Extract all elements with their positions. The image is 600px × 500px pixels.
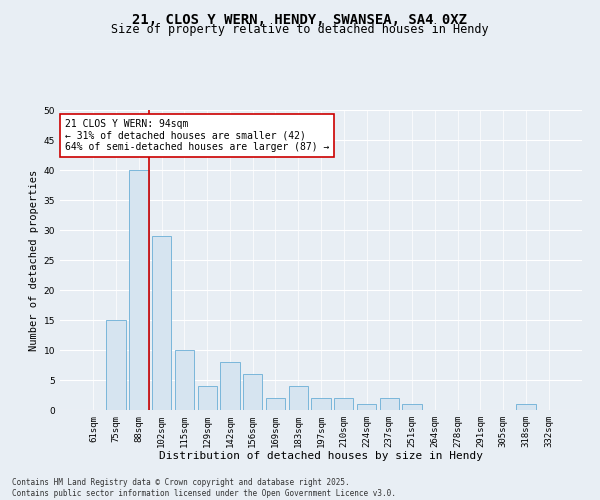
Bar: [289, 386, 308, 410]
Bar: [266, 398, 285, 410]
Text: Size of property relative to detached houses in Hendy: Size of property relative to detached ho…: [111, 24, 489, 36]
Bar: [220, 362, 239, 410]
Bar: [243, 374, 262, 410]
Bar: [175, 350, 194, 410]
Bar: [152, 236, 172, 410]
Bar: [129, 170, 149, 410]
Text: Contains HM Land Registry data © Crown copyright and database right 2025.
Contai: Contains HM Land Registry data © Crown c…: [12, 478, 396, 498]
Bar: [106, 320, 126, 410]
Bar: [516, 404, 536, 410]
Y-axis label: Number of detached properties: Number of detached properties: [29, 170, 40, 350]
Text: 21 CLOS Y WERN: 94sqm
← 31% of detached houses are smaller (42)
64% of semi-deta: 21 CLOS Y WERN: 94sqm ← 31% of detached …: [65, 119, 329, 152]
Bar: [380, 398, 399, 410]
Bar: [311, 398, 331, 410]
Text: 21, CLOS Y WERN, HENDY, SWANSEA, SA4 0XZ: 21, CLOS Y WERN, HENDY, SWANSEA, SA4 0XZ: [133, 12, 467, 26]
X-axis label: Distribution of detached houses by size in Hendy: Distribution of detached houses by size …: [159, 452, 483, 462]
Bar: [197, 386, 217, 410]
Bar: [334, 398, 353, 410]
Bar: [403, 404, 422, 410]
Bar: [357, 404, 376, 410]
